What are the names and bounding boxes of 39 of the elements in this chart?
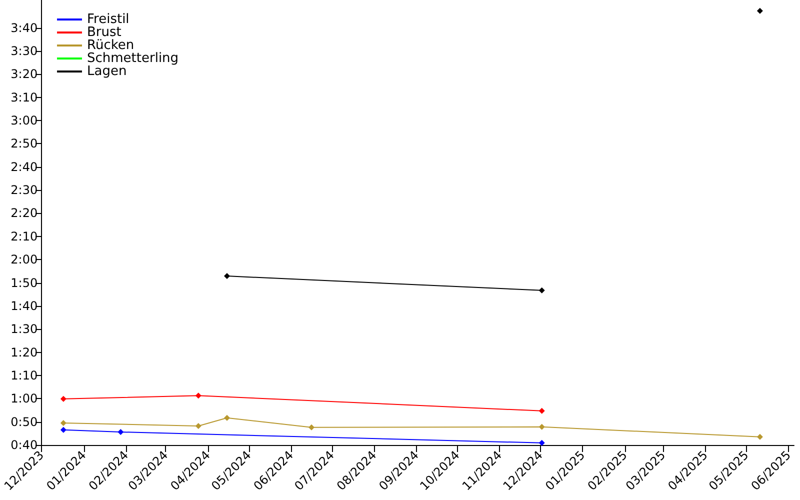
y-tick-label: 3:20 (10, 67, 38, 82)
legend-label: Schmetterling (87, 51, 179, 66)
point (60, 426, 66, 433)
y-tick-label: 2:30 (10, 183, 38, 198)
point (756, 434, 763, 440)
y-tick-label: 1:10 (10, 368, 38, 382)
y-tick-label: 1:50 (10, 276, 38, 290)
legend-label: Lagen (87, 64, 127, 79)
legend-label: Rücken (87, 38, 134, 53)
point (60, 420, 66, 426)
y-tick-label: 0:50 (10, 414, 38, 429)
y-tick-label: 3:00 (10, 114, 38, 128)
point (538, 440, 545, 446)
y-tick-label: 1:30 (10, 322, 38, 336)
point (60, 396, 66, 402)
y-tick-label: 2:10 (10, 229, 38, 244)
y-tick-label: 0:40 (10, 438, 38, 452)
y-tick-label: 2:00 (10, 252, 38, 267)
point (538, 408, 545, 414)
y-tick-label: 1:20 (10, 345, 38, 360)
point (538, 287, 545, 294)
y-tick-label: 2:40 (10, 160, 38, 174)
y-tick-label: 3:40 (10, 20, 38, 35)
point (538, 424, 545, 430)
y-tick-label: 1:40 (10, 298, 38, 313)
point (308, 424, 314, 430)
y-tick-label: 3:10 (10, 90, 38, 104)
y-tick-label: 1:00 (10, 392, 38, 406)
point (756, 8, 763, 14)
y-tick-label: 2:50 (10, 136, 38, 151)
point (195, 422, 202, 429)
point (224, 414, 230, 421)
legend-label: Freistil (87, 12, 130, 27)
point (118, 429, 124, 436)
legend-label: Brust (87, 25, 122, 40)
y-tick-label: 2:20 (10, 206, 38, 220)
y-tick-label: 3:30 (10, 44, 38, 58)
point (195, 392, 202, 399)
point (224, 273, 230, 280)
